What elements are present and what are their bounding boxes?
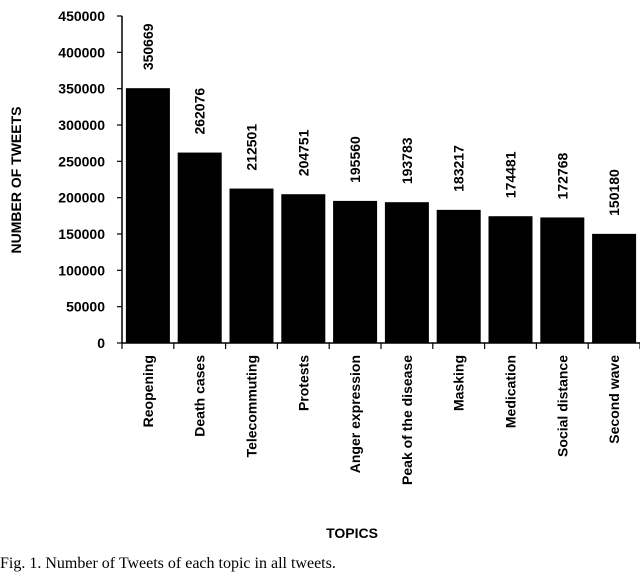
x-tick-label: Medication [503, 355, 519, 428]
data-label: 262076 [192, 88, 208, 135]
data-label: 172768 [554, 153, 570, 200]
bar-peak-of-the-disease [384, 202, 429, 343]
x-tick-label: Death cases [192, 355, 208, 437]
data-label: 193783 [399, 137, 415, 184]
bar-medication [488, 216, 533, 343]
data-label: 183217 [451, 145, 467, 192]
y-tick-label: 250000 [58, 153, 105, 169]
x-tick-label: Social distance [554, 355, 570, 457]
data-label: 212501 [244, 124, 260, 171]
x-tick-label: Protests [295, 355, 311, 411]
y-tick-label: 300000 [58, 117, 105, 133]
y-tick-label: 400000 [58, 44, 105, 60]
x-tick-label: Masking [451, 355, 467, 411]
x-tick-label: Anger expression [347, 355, 363, 473]
bar-protests [281, 194, 326, 343]
y-axis-label: NUMBER OF TWEETS [8, 107, 24, 254]
x-tick-label: Second wave [606, 355, 622, 444]
bar-anger-expression [333, 200, 378, 343]
x-tick-label: Telecommuting [244, 355, 260, 457]
y-tick-label: 100000 [58, 262, 105, 278]
data-label: 350669 [140, 23, 156, 70]
y-tick-label: 450000 [58, 8, 105, 24]
bar-telecommuting [229, 188, 274, 343]
bar-death-cases [177, 152, 222, 343]
data-label: 174481 [503, 151, 519, 198]
y-tick-label: 0 [97, 335, 105, 351]
x-tick-label: Reopening [140, 355, 156, 427]
data-label: 204751 [295, 129, 311, 176]
y-tick-label: 50000 [66, 299, 105, 315]
x-tick-label: Peak of the disease [399, 355, 415, 485]
bar-reopening [125, 88, 170, 343]
bar-social-distance [540, 217, 585, 343]
bar-masking [436, 209, 481, 343]
y-tick-label: 350000 [58, 81, 105, 97]
y-tick-label: 150000 [58, 226, 105, 242]
bar-second-wave [592, 233, 637, 343]
x-axis-label: TOPICS [326, 525, 378, 541]
y-tick-label: 200000 [58, 190, 105, 206]
figure-caption: Fig. 1. Number of Tweets of each topic i… [0, 555, 336, 572]
data-label: 195560 [347, 136, 363, 183]
data-label: 150180 [606, 169, 622, 216]
